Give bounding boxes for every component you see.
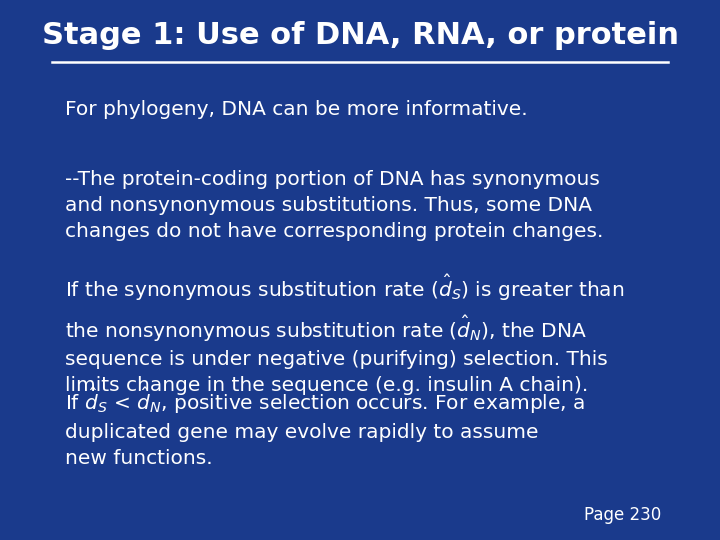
Text: Stage 1: Use of DNA, RNA, or protein: Stage 1: Use of DNA, RNA, or protein <box>42 21 678 50</box>
Text: --The protein-coding portion of DNA has synonymous
and nonsynonymous substitutio: --The protein-coding portion of DNA has … <box>65 170 603 241</box>
Text: Page 230: Page 230 <box>584 506 661 524</box>
Text: If $\hat{d}_S$ < $\hat{d}_N$, positive selection occurs. For example, a
duplicat: If $\hat{d}_S$ < $\hat{d}_N$, positive s… <box>65 386 585 468</box>
Text: For phylogeny, DNA can be more informative.: For phylogeny, DNA can be more informati… <box>65 100 528 119</box>
Text: If the synonymous substitution rate ($\hat{d}_S$) is greater than
the nonsynonym: If the synonymous substitution rate ($\h… <box>65 273 624 395</box>
